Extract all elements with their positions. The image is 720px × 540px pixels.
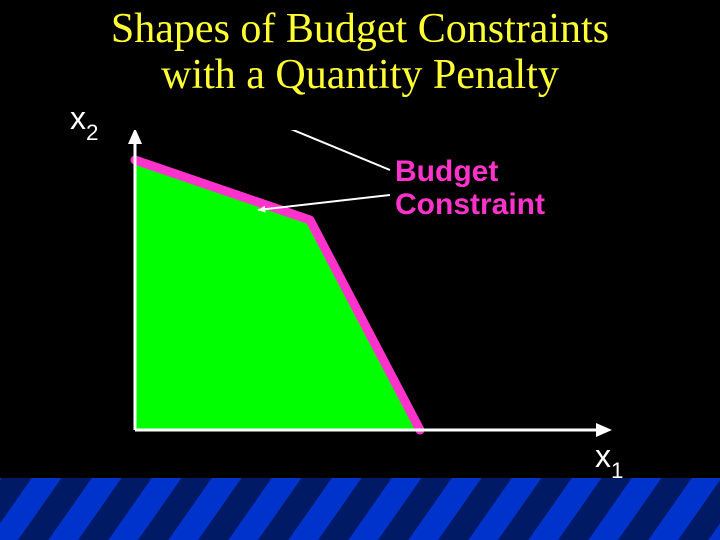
title-line-2: with a Quantity Penalty — [161, 52, 559, 98]
y-axis-subscript: 2 — [86, 120, 98, 145]
budget-constraint-label-line1: Budget — [395, 155, 498, 188]
budget-chart — [120, 130, 630, 470]
slide-root: Shapes of Budget Constraints with a Quan… — [0, 0, 720, 540]
title-line-1: Shapes of Budget Constraints — [111, 6, 609, 52]
budget-constraint-label-line2: Constraint — [395, 188, 545, 221]
budget-constraint-label: Budget Constraint — [395, 155, 545, 221]
slide-title: Shapes of Budget Constraints with a Quan… — [0, 6, 720, 98]
budget-set-label-text: Budget Set — [135, 380, 293, 413]
bottom-stripe-pattern — [0, 478, 720, 540]
y-axis-label: x2 — [70, 100, 98, 142]
budget-set-label: Budget Set — [135, 380, 293, 413]
y-axis-symbol: x — [70, 100, 86, 136]
